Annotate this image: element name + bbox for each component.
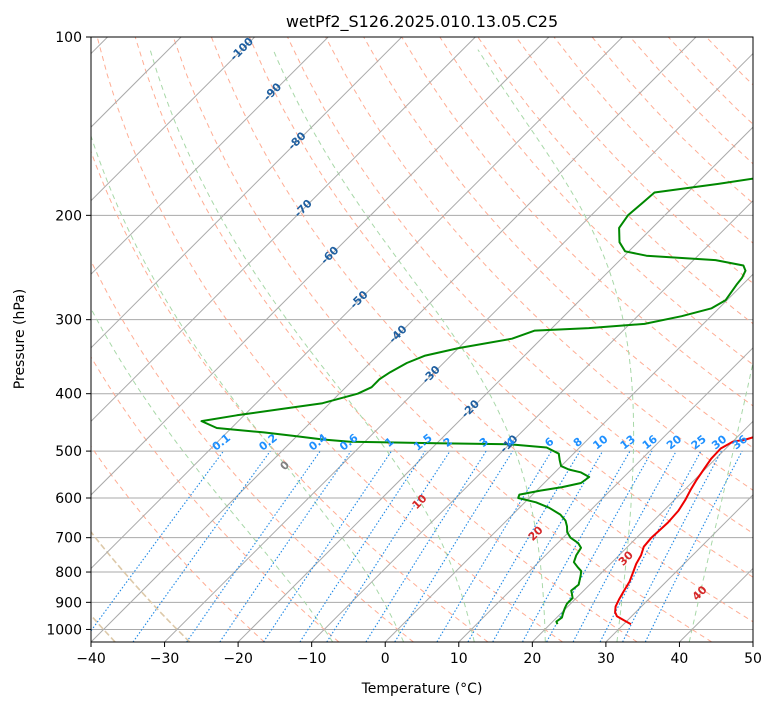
mixing-ratio-line [599, 450, 702, 642]
x-tick-label: −20 [223, 651, 253, 667]
dewpoint-profile [200, 177, 753, 625]
y-tick-label: 900 [55, 595, 82, 611]
dry-adiabat [401, 37, 753, 407]
x-axis: −40 −30 −20 −10 0 10 20 30 40 50 [76, 642, 762, 667]
mixing-ratio-line [132, 450, 271, 642]
mixing-ratio-line [546, 450, 653, 642]
x-tick-label: −10 [297, 651, 327, 667]
dry-adiabat [134, 37, 638, 642]
dry-adiabat [248, 37, 753, 578]
x-tick-label: 20 [523, 651, 541, 667]
dry-adiabat [91, 445, 265, 642]
isotherm [458, 347, 753, 642]
y-tick-label: 400 [55, 387, 82, 403]
y-tick-label: 200 [55, 208, 82, 224]
x-tick-label: 10 [450, 651, 468, 667]
isotherm [91, 37, 550, 496]
mixing-ratio-line [365, 450, 487, 642]
mixing-ratio-line [263, 450, 392, 642]
isotherm [164, 52, 753, 642]
x-tick-label: 50 [744, 651, 762, 667]
moist-adiabat [272, 49, 546, 642]
mixing-ratio-line [622, 450, 722, 642]
y-tick-label: 300 [55, 313, 82, 329]
isotherm [91, 37, 697, 642]
moist-adiabat [149, 49, 475, 642]
isotherm [91, 37, 329, 275]
x-tick-label: 30 [597, 651, 615, 667]
mixing-ratio-line [644, 450, 743, 642]
mixing-ratio-line [572, 450, 677, 642]
y-axis-label: Pressure (hPa) [12, 289, 28, 389]
isotherm [91, 37, 623, 570]
plot-area: -100-90-80-70-60-50-40-30-20-100.1 0.2 0.4… [91, 37, 753, 642]
moist-adiabat [91, 134, 405, 642]
dry-adiabat [96, 37, 563, 642]
moist-adiabat [688, 360, 753, 642]
isotherm [531, 420, 753, 642]
mixing-ratio-line [91, 450, 224, 632]
isotherm [91, 37, 403, 349]
isotherm [91, 37, 476, 423]
mixing-ratio-line [394, 450, 514, 642]
mixing-ratio-line [326, 450, 451, 642]
temperature-profile [614, 436, 753, 626]
chart-title: wetPf2_S126.2025.010.13.05.C25 [286, 12, 558, 32]
isotherm [384, 273, 753, 642]
mixing-ratio-line [522, 450, 631, 642]
mixing-ratio-line [219, 450, 352, 642]
x-tick-label: −40 [76, 651, 106, 667]
y-tick-label: 700 [55, 531, 82, 547]
mixing-ratio-line [299, 450, 426, 642]
y-tick-label: 600 [55, 491, 82, 507]
dry-adiabat [287, 37, 753, 534]
isotherm [605, 494, 753, 642]
dry-adiabat [439, 37, 753, 366]
y-tick-label: 1000 [46, 622, 82, 638]
dry-adiabat [91, 530, 191, 642]
plot-frame [90, 36, 754, 643]
y-tick-label: 800 [55, 565, 82, 581]
y-axis: 100 200 300 400 500 600 700 800 900 1000 [46, 30, 91, 638]
x-tick-label: 40 [671, 651, 689, 667]
isotherm [91, 37, 256, 202]
dry-adiabat [515, 37, 753, 284]
x-tick-label: 0 [381, 651, 390, 667]
y-tick-label: 100 [55, 30, 82, 46]
x-tick-label: −30 [150, 651, 180, 667]
mixing-ratio-line [186, 450, 321, 642]
moist-adiabat [477, 49, 635, 642]
isotherm [311, 199, 753, 642]
isotherm [237, 126, 753, 642]
dry-adiabat [172, 37, 713, 642]
y-tick-label: 500 [55, 444, 82, 460]
x-axis-label: Temperature (°C) [361, 681, 483, 697]
dry-adiabat [91, 150, 489, 642]
